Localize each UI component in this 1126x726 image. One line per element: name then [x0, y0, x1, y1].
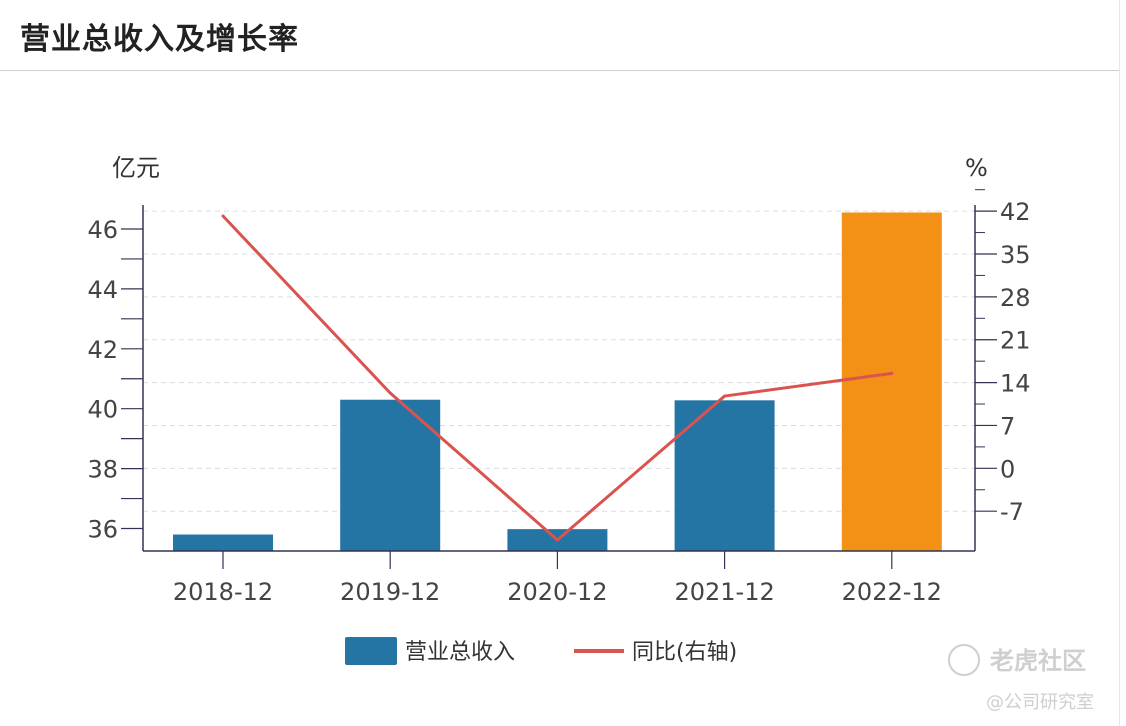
growth-line [221, 214, 893, 542]
right-tick-label: 28 [1000, 284, 1031, 312]
growth-point-2019-12 [388, 391, 392, 395]
left-tick-label: 46 [87, 216, 118, 244]
x-tick-label: 2019-12 [340, 578, 440, 606]
right-tick-label: -7 [1000, 498, 1024, 526]
legend: 营业总收入 同比(右轴) [345, 637, 737, 665]
x-tick-label: 2020-12 [507, 578, 607, 606]
line-series [221, 214, 894, 542]
right-tick-label: 42 [1000, 198, 1031, 226]
growth-point-2021-12 [723, 394, 727, 398]
card-header: 营业总收入及增长率 [0, 0, 1120, 71]
growth-point-2022-12 [890, 371, 894, 375]
left-axis-unit: 亿元 [112, 154, 160, 182]
legend-label-growth: 同比(右轴) [632, 640, 737, 665]
left-tick-label: 40 [87, 396, 118, 424]
page-title: 营业总收入及增长率 [20, 22, 299, 57]
axes [121, 189, 997, 569]
bar-2019-12 [340, 399, 441, 551]
watermark-handle: @公司研究室 [986, 692, 1094, 713]
x-tick-label: 2022-12 [842, 578, 942, 606]
right-tick-label: 14 [1000, 370, 1031, 398]
x-tick-label: 2021-12 [674, 578, 774, 606]
bar-2021-12 [674, 400, 775, 551]
left-tick-label: 38 [87, 456, 118, 484]
bar-2018-12 [173, 534, 273, 551]
grid-lines [143, 210, 975, 512]
legend-label-revenue: 营业总收入 [405, 640, 515, 665]
right-tick-label: 0 [1000, 455, 1015, 483]
right-tick-label: 21 [1000, 327, 1031, 355]
x-tick-label: 2018-12 [173, 578, 273, 606]
growth-point-2018-12 [221, 214, 225, 218]
left-tick-label: 42 [87, 336, 118, 364]
right-axis-unit: % [965, 154, 988, 182]
right-tick-label: 35 [1000, 241, 1031, 269]
watermark-brand: 老虎社区 [990, 647, 1086, 675]
watermark: 老虎社区 @公司研究室 [948, 644, 1094, 713]
left-tick-label: 36 [87, 516, 118, 544]
card-right-border [1119, 0, 1120, 726]
axis-labels: 36 38 40 42 44 46 42 35 28 21 14 7 0 -7 2018-12 2019-12… [87, 198, 1030, 606]
growth-point-2020-12 [555, 538, 559, 542]
left-tick-label: 44 [87, 276, 118, 304]
watermark-logo-icon [948, 644, 980, 676]
bar-2022-12 [841, 212, 942, 551]
right-tick-label: 7 [1000, 412, 1015, 440]
legend-swatch-revenue [345, 637, 397, 665]
